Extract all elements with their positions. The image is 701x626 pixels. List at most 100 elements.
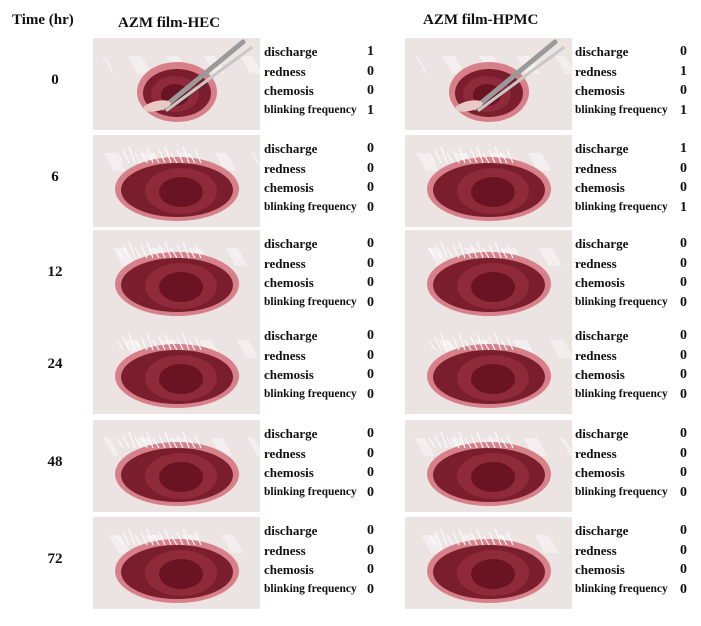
blinking-frequency-score: 1 bbox=[680, 102, 687, 118]
hec-t24-scores: discharge 0 redness 0 chemosis 0 blinking freq… bbox=[264, 326, 374, 404]
hec-t48-blinking-frequency-row: blinking frequency 0 bbox=[264, 483, 374, 503]
hpmc-rabbit-eye-photo bbox=[405, 322, 572, 414]
redness-score: 0 bbox=[367, 542, 374, 558]
hec-t72-chemosis-row: chemosis 0 bbox=[264, 560, 374, 580]
hec-t0-redness-row: redness 0 bbox=[264, 62, 374, 82]
redness-label: redness bbox=[264, 160, 306, 176]
redness-label: redness bbox=[575, 255, 617, 271]
chemosis-score: 0 bbox=[367, 275, 374, 290]
chemosis-label: chemosis bbox=[264, 180, 314, 195]
blinking-frequency-label: blinking frequency bbox=[264, 200, 357, 213]
hpmc-t72-blinking-frequency-row: blinking frequency 0 bbox=[575, 580, 687, 600]
redness-score: 0 bbox=[680, 445, 687, 461]
redness-score: 0 bbox=[367, 255, 374, 271]
hec-t6-redness-row: redness 0 bbox=[264, 159, 374, 179]
hec-t48-chemosis-row: chemosis 0 bbox=[264, 463, 374, 483]
discharge-score: 0 bbox=[367, 236, 374, 251]
hec-t24-chemosis-row: chemosis 0 bbox=[264, 365, 374, 385]
discharge-label: discharge bbox=[575, 426, 629, 441]
hpmc-t12-discharge-row: discharge 0 bbox=[575, 234, 687, 254]
hpmc-t0-chemosis-row: chemosis 0 bbox=[575, 81, 687, 101]
hec-t12-chemosis-row: chemosis 0 bbox=[264, 273, 374, 293]
blinking-frequency-label: blinking frequency bbox=[575, 387, 668, 400]
hec-rabbit-eye-photo bbox=[93, 230, 260, 322]
hpmc-t72-discharge-row: discharge 0 bbox=[575, 521, 687, 541]
hpmc-t48-blinking-frequency-row: blinking frequency 0 bbox=[575, 483, 687, 503]
hpmc-t6-redness-row: redness 0 bbox=[575, 159, 687, 179]
discharge-label: discharge bbox=[575, 523, 629, 538]
chemosis-label: chemosis bbox=[264, 367, 314, 382]
redness-score: 0 bbox=[680, 542, 687, 558]
redness-score: 0 bbox=[367, 445, 374, 461]
blinking-frequency-score: 0 bbox=[367, 581, 374, 597]
chemosis-label: chemosis bbox=[575, 275, 625, 290]
hpmc-t48-chemosis-row: chemosis 0 bbox=[575, 463, 687, 483]
hpmc-t0-discharge-row: discharge 0 bbox=[575, 42, 687, 62]
hec-t24-blinking-frequency-row: blinking frequency 0 bbox=[264, 385, 374, 405]
redness-score: 0 bbox=[680, 347, 687, 363]
redness-score: 0 bbox=[680, 160, 687, 176]
blinking-frequency-label: blinking frequency bbox=[264, 103, 357, 116]
hec-t6-blinking-frequency-row: blinking frequency 0 bbox=[264, 198, 374, 218]
blinking-frequency-label: blinking frequency bbox=[264, 387, 357, 400]
hpmc-t24-redness-row: redness 0 bbox=[575, 346, 687, 366]
chemosis-score: 0 bbox=[680, 465, 687, 480]
hpmc-t0-redness-row: redness 1 bbox=[575, 62, 687, 82]
discharge-label: discharge bbox=[575, 236, 629, 251]
chemosis-label: chemosis bbox=[575, 83, 625, 98]
discharge-label: discharge bbox=[264, 328, 318, 343]
blinking-frequency-label: blinking frequency bbox=[575, 200, 668, 213]
time-label: 24 bbox=[47, 356, 63, 372]
blinking-frequency-score: 0 bbox=[367, 199, 374, 215]
hpmc-t48-redness-row: redness 0 bbox=[575, 444, 687, 464]
hec-t12-blinking-frequency-row: blinking frequency 0 bbox=[264, 293, 374, 313]
chemosis-score: 0 bbox=[367, 562, 374, 577]
discharge-score: 0 bbox=[680, 523, 687, 538]
hpmc-t12-redness-row: redness 0 bbox=[575, 254, 687, 274]
hpmc-t24-scores: discharge 0 redness 0 chemosis 0 blinking freq… bbox=[575, 326, 687, 404]
hec-t72-redness-row: redness 0 bbox=[264, 541, 374, 561]
hec-t72-blinking-frequency-row: blinking frequency 0 bbox=[264, 580, 374, 600]
hpmc-t48-scores: discharge 0 redness 0 chemosis 0 blinking freq… bbox=[575, 424, 687, 502]
redness-label: redness bbox=[575, 347, 617, 363]
hec-t12-redness-row: redness 0 bbox=[264, 254, 374, 274]
discharge-score: 1 bbox=[367, 44, 374, 59]
discharge-score: 0 bbox=[367, 141, 374, 156]
time-label: 12 bbox=[47, 264, 63, 280]
chemosis-score: 0 bbox=[680, 275, 687, 290]
hec-t0-chemosis-row: chemosis 0 bbox=[264, 81, 374, 101]
hpmc-t12-chemosis-row: chemosis 0 bbox=[575, 273, 687, 293]
redness-label: redness bbox=[575, 445, 617, 461]
redness-score: 0 bbox=[367, 347, 374, 363]
discharge-label: discharge bbox=[264, 141, 318, 156]
redness-label: redness bbox=[264, 347, 306, 363]
blinking-frequency-score: 0 bbox=[680, 386, 687, 402]
hpmc-rabbit-eye-photo bbox=[405, 230, 572, 322]
hpmc-rabbit-eye-photo bbox=[405, 517, 572, 609]
hec-rabbit-eye-photo bbox=[93, 135, 260, 227]
hpmc-t24-discharge-row: discharge 0 bbox=[575, 326, 687, 346]
hpmc-eye-with-forceps-photo bbox=[405, 38, 572, 130]
hpmc-t6-chemosis-row: chemosis 0 bbox=[575, 178, 687, 198]
time-label: 72 bbox=[47, 551, 63, 567]
hpmc-rabbit-eye-photo bbox=[405, 420, 572, 512]
time-label: 6 bbox=[51, 169, 59, 185]
chemosis-label: chemosis bbox=[575, 465, 625, 480]
discharge-label: discharge bbox=[264, 523, 318, 538]
discharge-label: discharge bbox=[575, 141, 629, 156]
discharge-score: 0 bbox=[367, 523, 374, 538]
hpmc-column-header: AZM film-HPMC bbox=[423, 12, 539, 28]
hpmc-t24-chemosis-row: chemosis 0 bbox=[575, 365, 687, 385]
redness-score: 0 bbox=[367, 63, 374, 79]
hec-t6-scores: discharge 0 redness 0 chemosis 0 blinking freq… bbox=[264, 139, 374, 217]
blinking-frequency-label: blinking frequency bbox=[575, 485, 668, 498]
hec-rabbit-eye-photo bbox=[93, 420, 260, 512]
discharge-label: discharge bbox=[575, 44, 629, 59]
hec-t0-blinking-frequency-row: blinking frequency 1 bbox=[264, 101, 374, 121]
hec-t72-discharge-row: discharge 0 bbox=[264, 521, 374, 541]
redness-score: 0 bbox=[367, 160, 374, 176]
chemosis-score: 0 bbox=[680, 367, 687, 382]
discharge-label: discharge bbox=[264, 426, 318, 441]
blinking-frequency-score: 0 bbox=[680, 484, 687, 500]
discharge-score: 0 bbox=[680, 328, 687, 343]
